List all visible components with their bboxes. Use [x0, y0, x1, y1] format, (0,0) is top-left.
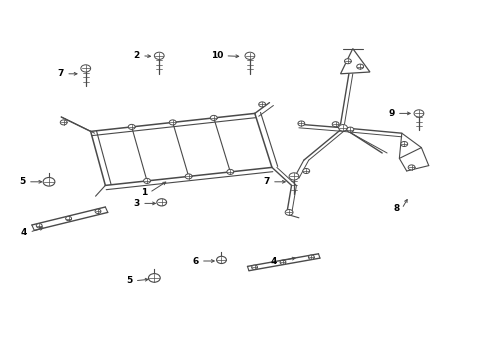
Text: 8: 8: [393, 204, 399, 213]
Circle shape: [154, 52, 164, 59]
Circle shape: [157, 199, 167, 206]
Circle shape: [144, 179, 150, 184]
Circle shape: [414, 110, 424, 117]
Text: 4: 4: [270, 256, 277, 266]
Circle shape: [245, 52, 255, 59]
Text: 4: 4: [21, 228, 27, 237]
Circle shape: [185, 174, 192, 179]
Text: 5: 5: [19, 177, 25, 186]
Circle shape: [332, 122, 339, 127]
Text: 1: 1: [141, 188, 147, 197]
Text: 3: 3: [133, 199, 140, 208]
Circle shape: [408, 165, 415, 170]
Circle shape: [217, 256, 226, 264]
Circle shape: [66, 216, 72, 221]
Circle shape: [227, 170, 234, 175]
Text: 7: 7: [263, 177, 270, 186]
Circle shape: [170, 120, 176, 125]
Circle shape: [347, 127, 354, 132]
Circle shape: [280, 260, 286, 265]
Circle shape: [43, 177, 55, 186]
Circle shape: [303, 168, 310, 174]
Circle shape: [298, 121, 305, 126]
Circle shape: [60, 120, 67, 125]
Circle shape: [36, 224, 42, 228]
Circle shape: [339, 125, 347, 131]
Text: 7: 7: [57, 69, 64, 78]
Circle shape: [210, 115, 217, 120]
Circle shape: [148, 274, 160, 282]
Circle shape: [95, 209, 101, 213]
Text: 9: 9: [388, 109, 394, 118]
Circle shape: [357, 64, 364, 69]
Text: 10: 10: [211, 51, 223, 60]
Circle shape: [128, 125, 135, 130]
Circle shape: [252, 265, 258, 269]
Circle shape: [344, 59, 351, 64]
Text: 6: 6: [192, 256, 198, 266]
Circle shape: [81, 65, 91, 72]
Circle shape: [285, 210, 293, 215]
Circle shape: [401, 141, 408, 147]
Circle shape: [289, 173, 299, 180]
Text: 5: 5: [126, 276, 132, 285]
Circle shape: [259, 102, 266, 107]
Text: 2: 2: [133, 51, 140, 60]
Circle shape: [309, 255, 315, 259]
